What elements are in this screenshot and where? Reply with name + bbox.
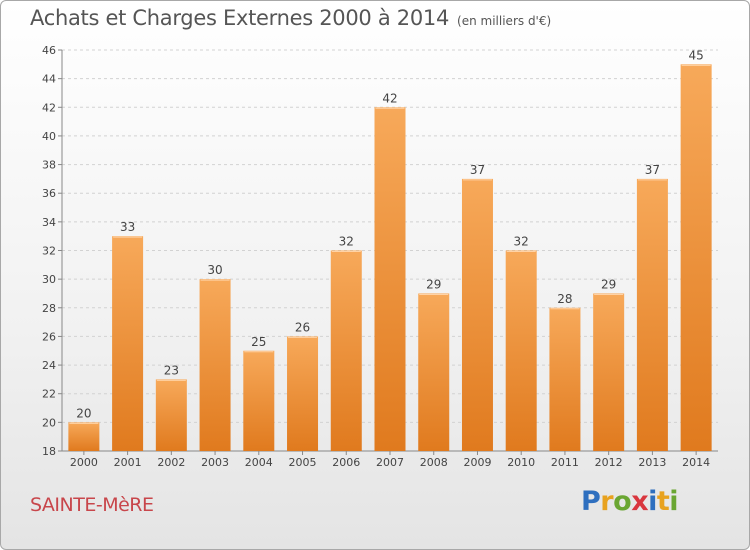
y-tick-label: 42 [42,101,56,114]
bar [330,250,362,451]
proxiti-logo[interactable]: Proxiti [581,486,679,517]
x-tick-label: 2001 [114,456,142,469]
bar [680,64,712,452]
chart-title-block: Achats et Charges Externes 2000 à 2014 (e… [30,6,551,30]
data-label: 37 [645,163,660,177]
y-tick-label: 32 [42,245,56,258]
data-label: 37 [470,163,485,177]
bar [461,178,493,451]
data-label: 42 [382,91,397,105]
chart-title: Achats et Charges Externes 2000 à 2014 [30,6,450,30]
x-tick-label: 2012 [595,456,623,469]
bar [549,307,581,451]
x-tick-labels: 2000 2001 2002 2003 2004 2005 2006 2007 2008 2009… [70,451,710,469]
bar [593,293,625,451]
bar [374,107,406,452]
y-tick-label: 20 [42,416,56,429]
x-tick-label: 2004 [245,456,273,469]
logo-letter: x [631,486,649,517]
x-tick-label: 2006 [332,456,360,469]
data-label: 45 [688,48,703,62]
y-tick-label: 46 [42,44,56,57]
logo-letter: r [600,486,614,517]
logo-letter: i [648,486,657,517]
x-tick-label: 2011 [551,456,579,469]
data-label: 26 [295,320,310,334]
data-label: 25 [251,335,266,349]
data-label: 28 [557,292,572,306]
y-tick-label: 24 [42,359,56,372]
y-tick-label: 36 [42,187,56,200]
bar [287,336,319,451]
logo-letter: o [613,486,632,517]
data-label: 20 [76,406,91,420]
data-label: 32 [339,235,354,249]
data-label: 29 [426,277,441,291]
y-tick-label: 44 [42,73,56,86]
x-tick-label: 2009 [463,456,491,469]
x-tick-label: 2003 [201,456,229,469]
y-tick-label: 38 [42,159,56,172]
logo-letter: i [669,486,679,517]
commune-name: SAINTE-MèRE [30,494,154,516]
data-label: 33 [120,220,135,234]
data-label: 29 [601,277,616,291]
y-tick-labels: 18 20 22 24 26 28 30 32 34 36 38 40 42 44 46 [42,44,56,458]
x-tick-label: 2002 [157,456,185,469]
x-tick-label: 2010 [507,456,535,469]
bar [243,350,275,451]
y-tick-label: 40 [42,130,56,143]
data-label: 32 [514,235,529,249]
data-labels: 20 33 23 30 25 26 32 42 29 37 32 28 29 37 45 [76,48,704,420]
bar [68,422,100,451]
x-tick-label: 2013 [638,456,666,469]
x-tick-label: 2014 [682,456,710,469]
x-tick-label: 2005 [289,456,317,469]
data-label: 23 [164,363,179,377]
y-tick-label: 28 [42,302,56,315]
logo-letter: P [581,486,601,517]
x-tick-label: 2000 [70,456,98,469]
logo-letter: t [656,486,670,517]
bar [636,178,668,451]
bar [199,279,231,451]
chart-subtitle: (en milliers d'€) [457,14,552,28]
data-label: 30 [207,263,222,277]
bar [505,250,537,451]
y-tick-label: 22 [42,388,56,401]
bars [68,64,712,452]
y-tick-label: 26 [42,330,56,343]
y-tick-label: 34 [42,216,56,229]
x-tick-label: 2007 [376,456,404,469]
bar [112,236,144,451]
bar [418,293,450,451]
x-tick-label: 2008 [420,456,448,469]
bar [155,379,187,451]
y-tick-label: 30 [42,273,56,286]
y-tick-label: 18 [42,445,56,458]
